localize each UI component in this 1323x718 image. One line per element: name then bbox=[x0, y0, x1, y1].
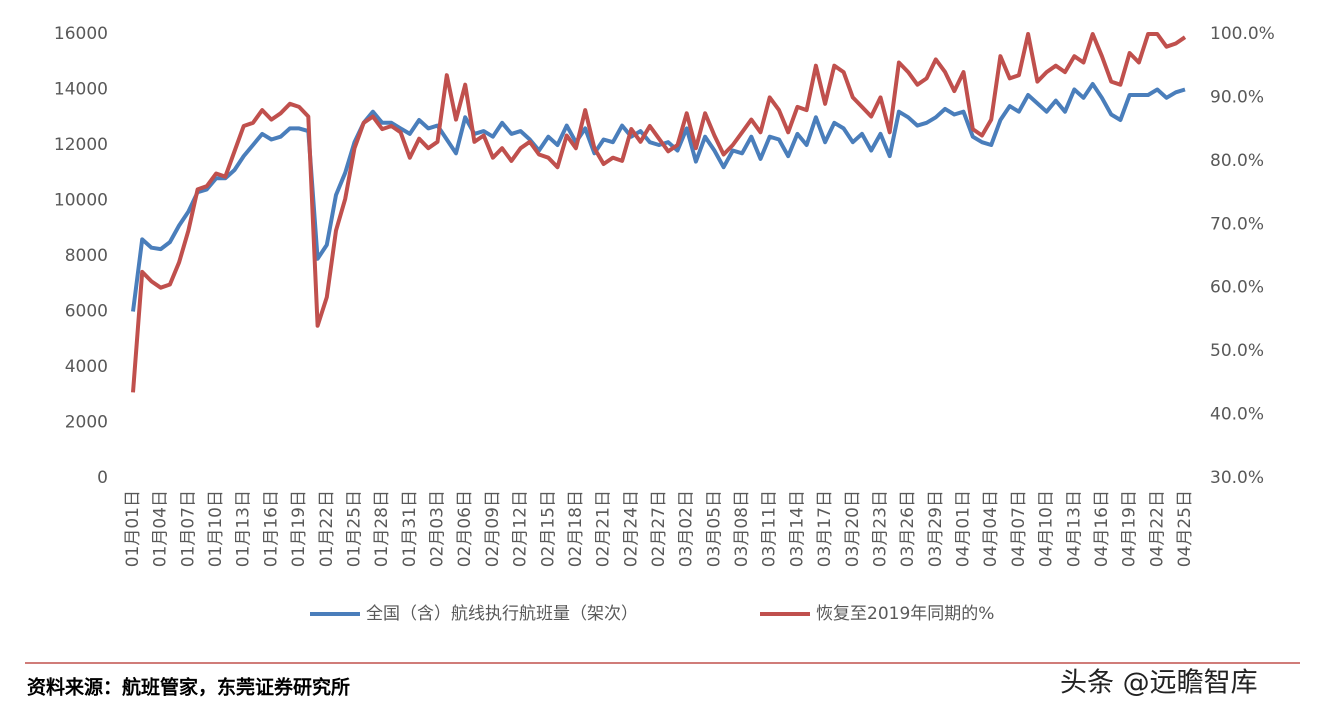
x-tick-label: 04月10日 bbox=[1037, 490, 1057, 567]
x-tick-label: 03月23日 bbox=[870, 490, 890, 567]
x-tick-label: 04月25日 bbox=[1175, 490, 1195, 567]
y2-tick-label: 60.0% bbox=[1210, 278, 1264, 298]
y-tick-label: 14000 bbox=[54, 80, 108, 100]
y2-tick-label: 80.0% bbox=[1210, 151, 1264, 171]
x-tick-label: 03月08日 bbox=[732, 490, 752, 567]
y-tick-label: 8000 bbox=[65, 246, 108, 266]
x-tick-label: 01月31日 bbox=[400, 490, 420, 567]
x-tick-label: 03月02日 bbox=[677, 490, 697, 567]
x-tick-label: 04月04日 bbox=[981, 490, 1001, 567]
x-tick-label: 04月07日 bbox=[1009, 490, 1029, 567]
x-tick-label: 01月19日 bbox=[289, 490, 309, 567]
x-tick-label: 03月14日 bbox=[787, 490, 807, 567]
x-tick-label: 01月04日 bbox=[151, 490, 171, 567]
y-tick-label: 10000 bbox=[54, 191, 108, 211]
series-line bbox=[131, 32, 1187, 393]
y-tick-label: 0 bbox=[97, 468, 108, 488]
x-tick-label: 01月28日 bbox=[372, 490, 392, 567]
y-tick-label: 16000 bbox=[54, 24, 108, 44]
x-tick-label: 04月16日 bbox=[1092, 490, 1112, 567]
y2-tick-label: 90.0% bbox=[1210, 87, 1264, 107]
x-tick-label: 01月07日 bbox=[178, 490, 198, 567]
x-tick-label: 01月16日 bbox=[261, 490, 281, 567]
legend-label: 全国（含）航线执行航班量（架次） bbox=[366, 604, 638, 624]
y-tick-label: 4000 bbox=[65, 357, 108, 377]
x-tick-label: 01月25日 bbox=[344, 490, 364, 567]
x-tick-label: 03月29日 bbox=[926, 490, 946, 567]
x-tick-label: 02月18日 bbox=[566, 490, 586, 567]
x-tick-label: 01月10日 bbox=[206, 490, 226, 567]
series-line bbox=[131, 82, 1186, 312]
watermark: 头条 @远瞻智库 bbox=[1060, 668, 1258, 699]
x-tick-label: 03月26日 bbox=[898, 490, 918, 567]
y2-tick-label: 40.0% bbox=[1210, 405, 1264, 425]
legend-label: 恢复至2019年同期的% bbox=[816, 604, 994, 624]
x-tick-label: 02月15日 bbox=[538, 490, 558, 567]
y-tick-label: 12000 bbox=[54, 135, 108, 155]
x-tick-label: 03月11日 bbox=[760, 490, 780, 567]
y-tick-label: 6000 bbox=[65, 302, 108, 322]
x-tick-label: 02月03日 bbox=[428, 490, 448, 567]
source: 资料来源：航班管家，东莞证券研究所 bbox=[27, 676, 350, 699]
x-tick-label: 04月13日 bbox=[1064, 490, 1084, 567]
y2-tick-label: 50.0% bbox=[1210, 341, 1264, 361]
y2-tick-label: 100.0% bbox=[1210, 24, 1275, 44]
y2-tick-label: 70.0% bbox=[1210, 214, 1264, 234]
x-tick-label: 04月01日 bbox=[954, 490, 974, 567]
x-tick-label: 01月22日 bbox=[317, 490, 337, 567]
y2-tick-label: 30.0% bbox=[1210, 468, 1264, 488]
x-tick-label: 02月12日 bbox=[511, 490, 531, 567]
x-tick-label: 01月13日 bbox=[234, 490, 254, 567]
x-tick-label: 04月22日 bbox=[1147, 490, 1167, 567]
x-tick-label: 03月17日 bbox=[815, 490, 835, 567]
x-tick-label: 04月19日 bbox=[1120, 490, 1140, 567]
x-tick-label: 02月06日 bbox=[455, 490, 475, 567]
x-tick-label: 03月20日 bbox=[843, 490, 863, 567]
y-tick-label: 2000 bbox=[65, 413, 108, 433]
x-tick-label: 01月01日 bbox=[123, 490, 143, 567]
x-tick-label: 03月05日 bbox=[704, 490, 724, 567]
x-tick-label: 02月24日 bbox=[621, 490, 641, 567]
x-tick-label: 02月27日 bbox=[649, 490, 669, 567]
x-tick-label: 02月21日 bbox=[594, 490, 614, 567]
x-tick-label: 02月09日 bbox=[483, 490, 503, 567]
